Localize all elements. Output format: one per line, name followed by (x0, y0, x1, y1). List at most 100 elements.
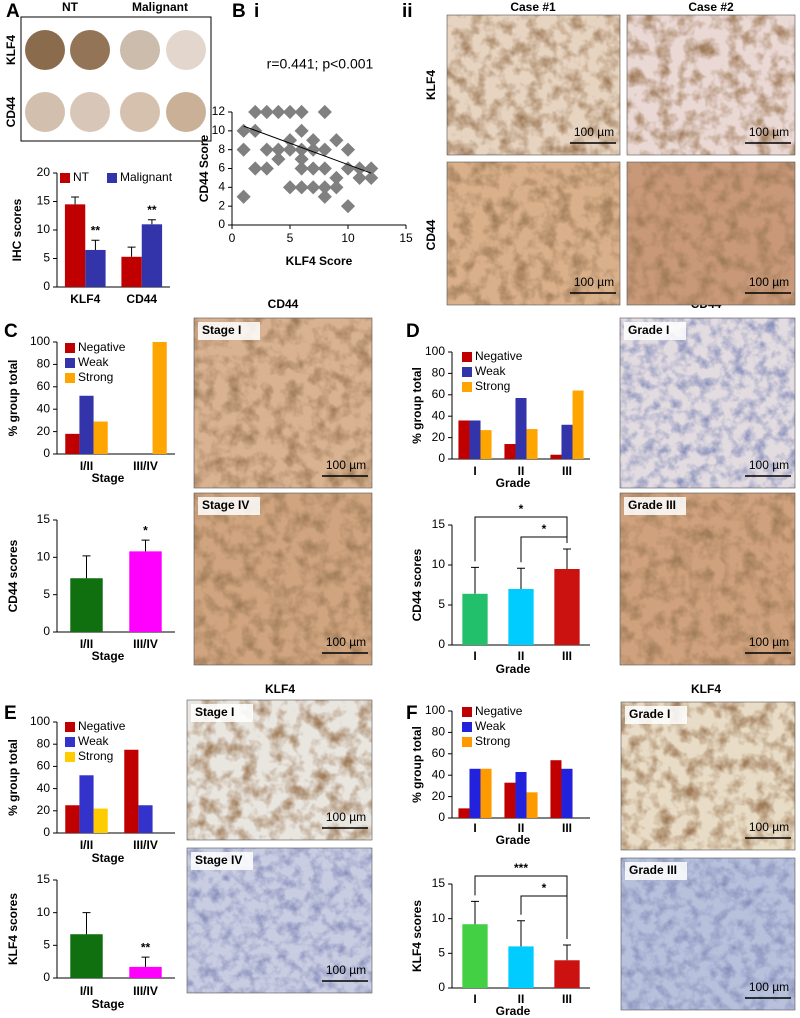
micrograph-border (186, 699, 373, 841)
bar (458, 420, 470, 459)
error-bar (147, 219, 156, 225)
tma-core (120, 92, 160, 132)
bar (550, 760, 562, 818)
panel-letter: A (6, 1, 20, 22)
y-tick-label: 5 (438, 597, 445, 611)
point (248, 161, 263, 176)
y-tick-label: 20 (432, 430, 446, 444)
x-axis-label: Stage (92, 471, 125, 485)
micrograph-border (620, 701, 796, 851)
x-tick-label: I (473, 992, 476, 1006)
y-tick-label: 20 (37, 424, 51, 438)
bar (508, 946, 534, 988)
image-label-box (198, 497, 260, 515)
scale-label: 100 µm (749, 125, 789, 139)
y-tick-label: 40 (432, 767, 446, 781)
y-axis-label: CD44 scores (410, 548, 424, 621)
micrograph-texture (447, 15, 620, 155)
bar (469, 768, 481, 818)
bar (64, 204, 86, 287)
case-header: Case #1 (510, 0, 556, 14)
bar (79, 775, 94, 833)
y-tick-label: 5 (43, 938, 50, 952)
bar (138, 805, 153, 833)
error-bar (82, 912, 91, 935)
x-tick-label: 0 (229, 231, 236, 245)
panel-letter: C (4, 321, 18, 342)
x-axis-label: KLF4 Score (286, 254, 353, 268)
x-axis-label: Grade (496, 833, 531, 847)
y-tick-label: 10 (432, 557, 446, 571)
significance: * (542, 881, 547, 895)
y-tick-label: 0 (43, 825, 50, 839)
scale-label: 100 µm (326, 635, 366, 649)
error-bar (141, 956, 150, 967)
micrograph-texture (621, 702, 795, 850)
bar (121, 256, 142, 287)
x-tick-label: KLF4 (70, 292, 100, 306)
legend-swatch (462, 352, 472, 362)
tma-core (25, 92, 65, 132)
image-label: Stage IV (202, 498, 249, 512)
point (294, 152, 309, 167)
bar (508, 589, 534, 645)
image-title: KLF4 (265, 682, 295, 696)
tma-core (25, 30, 65, 70)
y-tick-label: 0 (43, 624, 50, 638)
bar (550, 454, 562, 459)
micrograph-border (446, 161, 621, 306)
y-tick-label: 80 (37, 357, 51, 371)
y-tick-label: 0 (43, 279, 50, 293)
bar (554, 569, 580, 645)
tma-core (166, 92, 206, 132)
micrograph-border (620, 857, 796, 1011)
significance: ** (141, 940, 151, 954)
panel-letter: F (406, 703, 418, 724)
micrograph-border (186, 847, 373, 994)
point (282, 180, 298, 195)
legend-swatch (462, 367, 472, 377)
bar (85, 249, 106, 287)
y-tick-label: 15 (37, 872, 51, 886)
point (259, 104, 274, 120)
case-header: Case #2 (688, 0, 734, 14)
x-tick-label: I (473, 464, 476, 478)
legend-swatch (65, 752, 75, 762)
micrograph-texture (620, 493, 795, 665)
y-tick-label: 2 (218, 198, 225, 212)
error-bar (141, 539, 150, 552)
x-tick-label: III/IV (133, 984, 158, 998)
image-label-box (624, 497, 686, 515)
panel-letter: B (232, 1, 246, 22)
bar (93, 808, 108, 833)
y-tick-label: 20 (37, 803, 51, 817)
y-tick-label: 0 (438, 980, 445, 994)
tma-frame (20, 16, 212, 142)
legend-swatch (107, 173, 117, 183)
tma-core (120, 30, 160, 70)
legend-swatch (65, 737, 75, 747)
point (329, 133, 344, 148)
significance: * (519, 502, 524, 516)
bracket (474, 516, 568, 562)
x-tick-label: III/IV (133, 838, 158, 852)
legend-label: Malignant (120, 170, 173, 184)
y-axis-label: KLF4 scores (6, 893, 20, 965)
x-tick-label: I (473, 821, 476, 835)
scale-label: 100 µm (326, 963, 366, 977)
image-label: Grade III (629, 863, 677, 877)
y-tick-label: 0 (438, 451, 445, 465)
y-tick-label: 4 (218, 180, 225, 194)
scale-label: 100 µm (749, 275, 789, 289)
bar (572, 390, 584, 459)
micrograph-texture (187, 848, 372, 993)
y-tick-label: 80 (37, 736, 51, 750)
point (317, 161, 332, 176)
x-axis-label: Grade (496, 1004, 531, 1018)
bar (70, 578, 103, 632)
bar (70, 934, 103, 978)
legend-swatch (462, 737, 472, 747)
image-label-box (625, 862, 687, 880)
case-row: CD44 (424, 219, 438, 250)
panel-letters: A B i ii C D E F (4, 1, 420, 724)
